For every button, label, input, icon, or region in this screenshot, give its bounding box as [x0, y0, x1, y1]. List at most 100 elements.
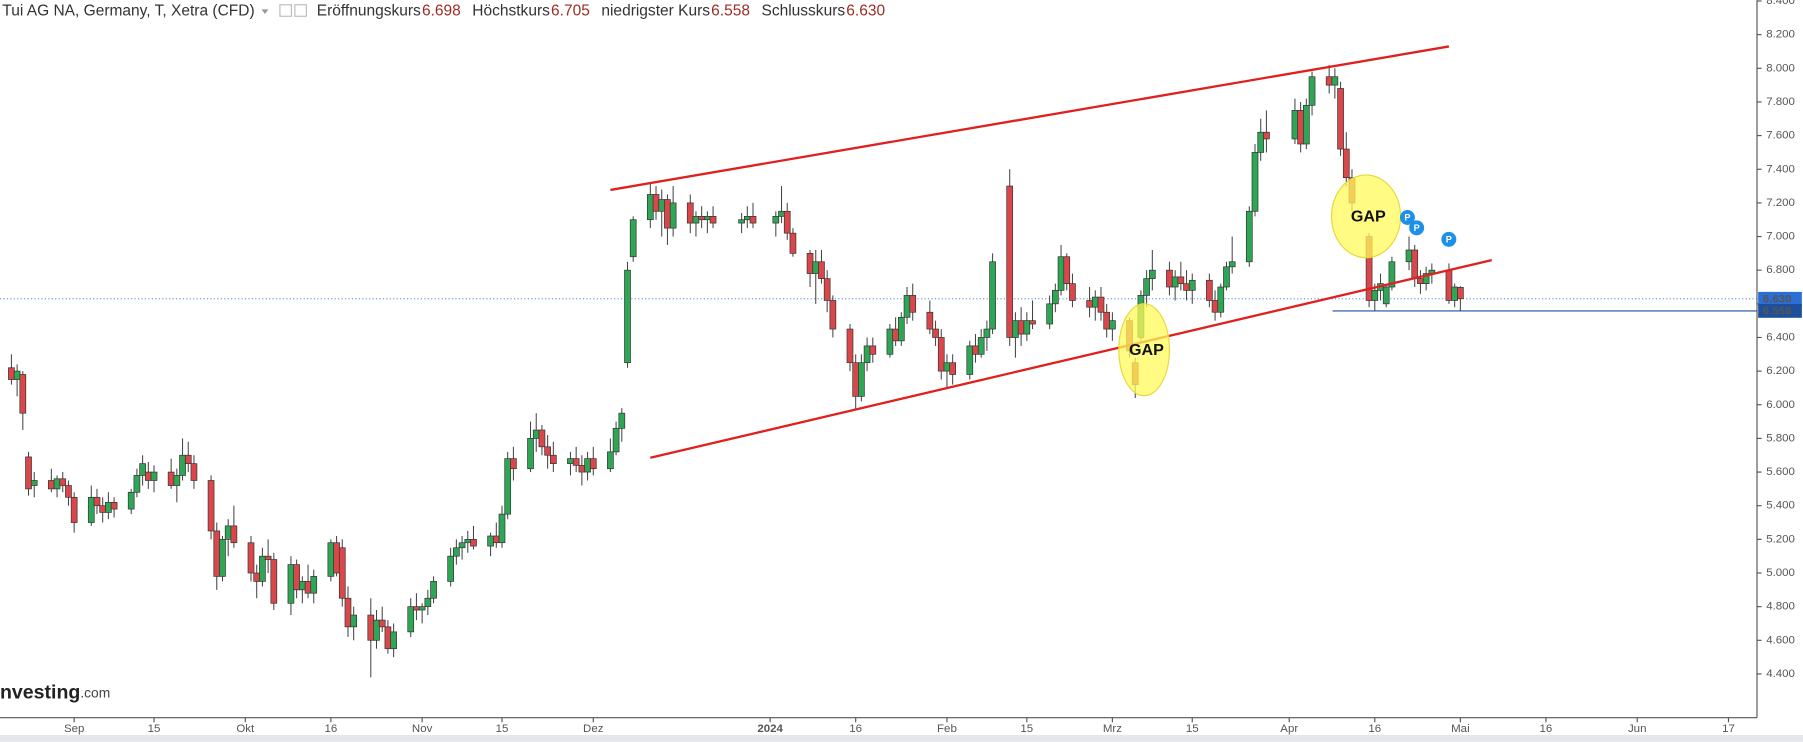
candle-body	[470, 539, 477, 547]
candle-body	[1405, 249, 1413, 263]
chart-title: Tui AG NA, Germany, T, Xetra (CFD)	[2, 3, 254, 20]
candle-body	[532, 429, 540, 439]
price-tag	[1758, 303, 1802, 318]
candle-body	[184, 454, 192, 464]
candle-body	[498, 513, 506, 544]
candle-body	[327, 542, 335, 577]
candle-body	[304, 581, 312, 594]
candle-body	[1388, 261, 1396, 288]
candle-body	[972, 345, 979, 355]
candle-body	[738, 219, 745, 224]
candle-body	[949, 362, 956, 375]
bottom-strip	[0, 734, 1803, 742]
candle-body	[53, 478, 61, 490]
candle-body	[1451, 286, 1458, 301]
candle-body	[367, 614, 375, 641]
candle-body	[504, 458, 512, 515]
candle-body	[926, 311, 934, 330]
candle-body	[932, 328, 939, 338]
y-tick-label: 4.800	[1766, 601, 1795, 613]
candle-body	[1017, 320, 1025, 335]
candle-body	[1091, 296, 1099, 308]
candle-body	[1245, 210, 1253, 263]
candle-body	[607, 451, 614, 470]
y-tick-label: 7.400	[1766, 163, 1795, 175]
candle-body	[1188, 279, 1196, 291]
candle-body	[829, 300, 837, 330]
candle-body	[612, 427, 620, 453]
candle-body	[1337, 88, 1344, 150]
y-tick-label: 7.800	[1766, 96, 1795, 108]
x-tick-label: 16	[1368, 723, 1381, 735]
header: Tui AG NA, Germany, T, Xetra (CFD) Eröff…	[2, 3, 885, 20]
header-label: Eröffnungskurs	[317, 3, 421, 20]
candle-body	[669, 202, 677, 229]
x-tick-label: 15	[496, 723, 509, 735]
candle-body	[1171, 276, 1179, 288]
y-tick-label: 5.400	[1766, 500, 1795, 512]
candle-body	[8, 367, 15, 380]
candle-body	[1109, 320, 1116, 330]
candle-body	[966, 345, 974, 375]
y-tick-label: 7.600	[1766, 130, 1795, 142]
candle-body	[903, 295, 911, 318]
candle-body	[413, 606, 420, 611]
candle-body	[1291, 110, 1299, 140]
y-tick-label: 8.400	[1766, 0, 1795, 7]
logo-suffix: .com	[80, 685, 110, 700]
x-tick-label: 15	[1020, 723, 1033, 735]
candle-body	[1012, 320, 1019, 338]
candle-body	[743, 216, 751, 221]
candle-body	[207, 480, 215, 532]
candle-body	[789, 232, 797, 254]
candle-body	[1257, 131, 1265, 153]
candle-body	[1223, 266, 1230, 288]
y-tick-label: 4.400	[1766, 668, 1795, 680]
candle-body	[310, 576, 318, 594]
y-tick-label: 6.400	[1766, 332, 1795, 344]
price-tag	[1758, 291, 1802, 306]
candle-body	[1006, 185, 1014, 338]
header-value: 6.558	[711, 3, 750, 20]
candle-body	[709, 216, 717, 224]
candle-body	[253, 572, 261, 582]
x-tick-label: Nov	[412, 723, 433, 735]
candle-body	[110, 502, 118, 510]
candle-body	[173, 475, 181, 486]
event-marker	[1399, 210, 1415, 225]
header-label: Höchstkurs	[472, 3, 550, 20]
candle-body	[344, 597, 352, 628]
candle-body	[1097, 296, 1105, 313]
header-value: 6.630	[846, 3, 885, 20]
candle-body	[1029, 320, 1036, 325]
candle-body	[572, 458, 580, 466]
candle-body	[25, 456, 32, 490]
candle-body	[293, 564, 300, 591]
x-tick-label: 16	[1540, 723, 1553, 735]
dropdown-caret	[261, 9, 269, 14]
y-tick-label: 6.000	[1766, 399, 1795, 411]
y-tick-label: 8.200	[1766, 29, 1795, 41]
candle-body	[1382, 286, 1390, 305]
candle-body	[150, 471, 158, 481]
candle-body	[1417, 278, 1424, 284]
header-label: niedrigster Kurs	[601, 3, 710, 20]
candle-body	[99, 505, 107, 513]
candle-body	[806, 253, 814, 274]
candle-body	[350, 614, 358, 628]
candle-body	[772, 216, 780, 224]
candle-body	[447, 555, 454, 582]
candle-body	[858, 362, 865, 397]
candle-body	[213, 530, 221, 577]
candle-body	[589, 458, 597, 470]
y-tick-label: 5.000	[1766, 567, 1795, 579]
price-tag-label: 6.630	[1763, 293, 1792, 305]
icon	[294, 4, 307, 17]
trendline	[610, 45, 1450, 192]
x-tick-label: Sep	[64, 723, 84, 735]
candle-body	[190, 463, 198, 481]
candle-body	[264, 555, 272, 560]
y-tick-label: 7.200	[1766, 197, 1795, 209]
